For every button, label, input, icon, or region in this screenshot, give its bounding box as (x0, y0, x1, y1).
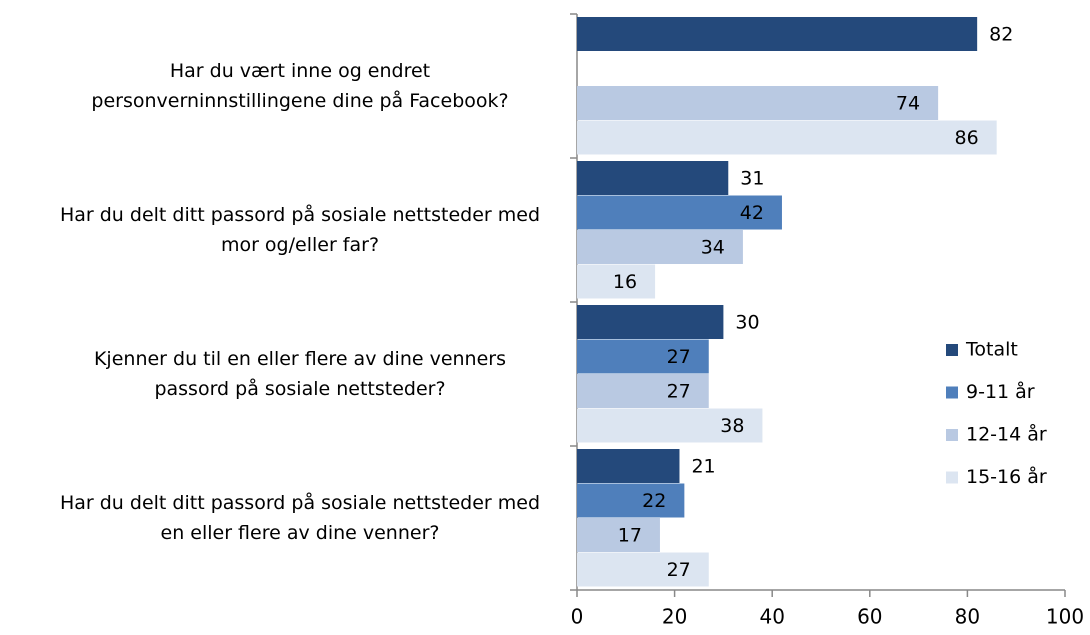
category-label: Har du delt ditt passord på sosiale nett… (60, 491, 540, 544)
legend-swatch (946, 386, 958, 399)
value-label: 42 (740, 202, 764, 224)
value-label: 22 (642, 490, 666, 512)
value-label: 38 (720, 415, 744, 437)
legend-label: 15-16 år (966, 465, 1047, 488)
value-label: 16 (613, 271, 637, 293)
bar (577, 408, 763, 443)
bar (577, 518, 660, 552)
x-tick-label: 40 (759, 605, 784, 629)
bar (577, 230, 743, 264)
legend-label: Totalt (965, 339, 1018, 361)
legend-label: 9-11 år (966, 380, 1035, 403)
bar (577, 374, 709, 408)
x-tick-label: 100 (1046, 605, 1084, 629)
value-label: 30 (735, 312, 759, 334)
value-label: 27 (667, 346, 691, 368)
bar (577, 264, 656, 299)
legend-swatch (946, 344, 958, 356)
value-label: 86 (954, 127, 978, 149)
bar (577, 120, 997, 155)
bar (577, 195, 782, 230)
value-label: 27 (667, 559, 691, 581)
x-tick-label: 20 (662, 605, 687, 629)
legend-swatch (946, 429, 958, 441)
legend-swatch (946, 471, 958, 484)
category-label: Kjenner du til en eller flere av dine ve… (94, 348, 506, 400)
value-label: 34 (701, 237, 725, 259)
legend-label: 12-14 år (966, 423, 1047, 446)
category-label: Har du vært inne og endret personverninns… (91, 60, 508, 112)
value-label: 21 (691, 456, 715, 478)
bar (577, 552, 709, 587)
x-tick-label: 80 (955, 605, 980, 629)
bar (577, 305, 724, 339)
bar (577, 483, 685, 518)
bar (577, 339, 709, 374)
value-label: 27 (667, 381, 691, 403)
value-label: 17 (618, 525, 642, 547)
bar (577, 86, 939, 120)
value-label: 74 (896, 93, 920, 115)
x-tick-label: 60 (857, 605, 882, 629)
x-tick-label: 0 (571, 605, 584, 629)
value-label: 31 (740, 168, 764, 190)
category-label: Har du delt ditt passord på sosiale nett… (60, 203, 540, 256)
value-label: 82 (989, 24, 1013, 46)
bar (577, 449, 680, 483)
bar (577, 17, 978, 51)
bar (577, 161, 729, 195)
